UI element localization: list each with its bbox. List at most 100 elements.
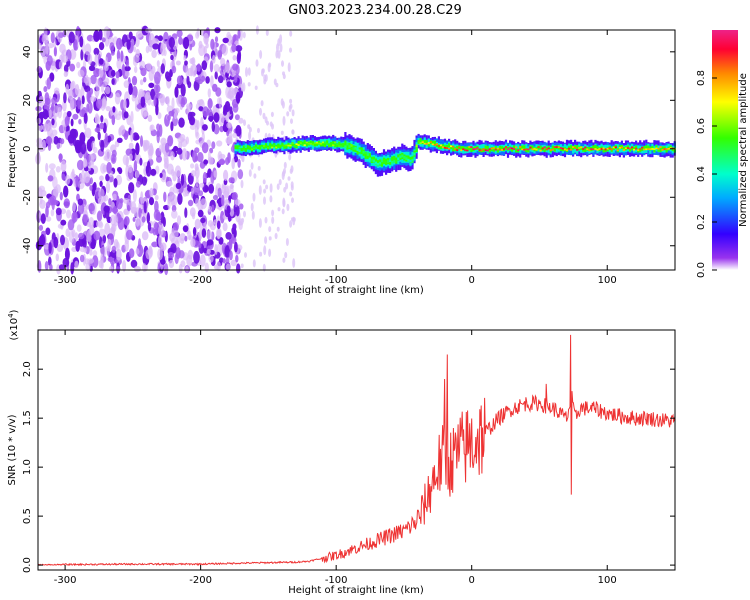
signal-cell	[419, 138, 422, 143]
noise-blob	[250, 162, 254, 170]
noise-blob	[74, 84, 80, 96]
snr-scale-suffix: )	[9, 309, 20, 313]
noise-blob	[229, 106, 233, 115]
noise-blob	[274, 232, 278, 240]
noise-blob	[145, 165, 150, 174]
noise-blob	[187, 230, 192, 241]
noise-blob	[282, 115, 286, 126]
noise-blob	[138, 207, 142, 219]
signal-cell	[346, 143, 349, 150]
signal-cell	[291, 142, 294, 145]
noise-blob	[289, 220, 293, 228]
noise-blob	[85, 246, 90, 255]
signal-cell	[488, 148, 491, 150]
signal-cell	[313, 142, 316, 147]
noise-blob	[212, 194, 219, 201]
noise-blob	[173, 222, 179, 232]
noise-blob	[115, 71, 120, 79]
noise-blob	[107, 238, 112, 249]
y-tick-label: -40	[22, 238, 33, 254]
signal-cell	[326, 140, 329, 145]
noise-blob	[234, 114, 240, 121]
y-tick-label: 1.0	[22, 459, 33, 475]
signal-cell	[344, 145, 347, 149]
signal-cell	[342, 143, 345, 148]
noise-blob	[98, 67, 104, 78]
noise-blob	[48, 256, 52, 266]
noise-blob	[281, 60, 284, 67]
signal-cell	[271, 144, 274, 149]
noise-blob	[115, 248, 122, 261]
noise-blob	[150, 168, 157, 176]
signal-cell	[358, 149, 361, 153]
noise-blob	[211, 141, 216, 150]
noise-blob	[64, 247, 70, 261]
signal-cell	[539, 149, 542, 152]
noise-blob	[83, 76, 90, 84]
noise-blob	[208, 254, 214, 263]
noise-blob	[47, 175, 54, 182]
signal-cell	[439, 144, 443, 147]
noise-blob	[226, 139, 233, 145]
signal-cell	[431, 143, 434, 146]
signal-cell	[295, 143, 298, 145]
snr-frame	[37, 329, 676, 571]
signal-cell	[484, 149, 487, 151]
noise-blob	[238, 220, 243, 231]
noise-blob	[184, 235, 188, 242]
x-tick-label: -100	[325, 275, 348, 286]
noise-blob	[103, 26, 111, 39]
noise-blob	[87, 164, 92, 172]
noise-blob	[228, 238, 233, 251]
snr-x-axis-label: Height of straight line (km)	[288, 585, 424, 596]
noise-blob	[247, 124, 251, 129]
signal-cell	[250, 148, 253, 151]
noise-blob	[264, 116, 268, 124]
noise-blob	[251, 210, 255, 220]
noise-blob	[213, 63, 220, 73]
noise-blob	[70, 262, 75, 275]
y-tick-label: 0	[22, 146, 33, 152]
signal-cell	[340, 145, 343, 148]
x-tick-label: 0	[469, 575, 475, 586]
noise-blob	[100, 139, 105, 152]
signal-cell	[496, 147, 499, 150]
noise-blob	[231, 157, 235, 170]
noise-blob	[35, 106, 42, 112]
signal-cell	[303, 140, 306, 145]
signal-cell	[427, 142, 430, 144]
noise-blob	[282, 257, 286, 263]
noise-blob	[46, 77, 52, 90]
noise-blob	[289, 103, 293, 109]
noise-blob	[110, 69, 116, 77]
signal-cell	[567, 147, 571, 150]
noise-blob	[291, 217, 294, 222]
noise-blob	[53, 186, 59, 199]
noise-blob	[207, 205, 212, 212]
noise-blob	[184, 207, 188, 218]
noise-blob	[114, 92, 121, 105]
signal-cell	[669, 147, 672, 149]
signal-cell	[616, 143, 619, 151]
noise-blob	[130, 110, 134, 124]
noise-blob	[265, 29, 269, 36]
signal-cell	[559, 147, 562, 149]
signal-cell	[362, 150, 365, 154]
signal-cell	[663, 148, 666, 150]
signal-cell	[458, 146, 461, 149]
noise-blob	[83, 112, 88, 124]
noise-blob	[57, 106, 62, 119]
noise-blob	[220, 210, 225, 224]
signal-cell	[336, 143, 339, 148]
signal-cell	[338, 141, 341, 146]
signal-cell	[531, 145, 534, 150]
noise-blob	[269, 195, 273, 203]
noise-blob	[140, 96, 146, 108]
noise-blob	[135, 48, 141, 58]
signal-cell	[555, 145, 558, 153]
noise-blob	[151, 49, 157, 59]
noise-blob	[90, 74, 97, 85]
signal-cell	[468, 146, 471, 148]
signal-cell	[622, 146, 625, 151]
